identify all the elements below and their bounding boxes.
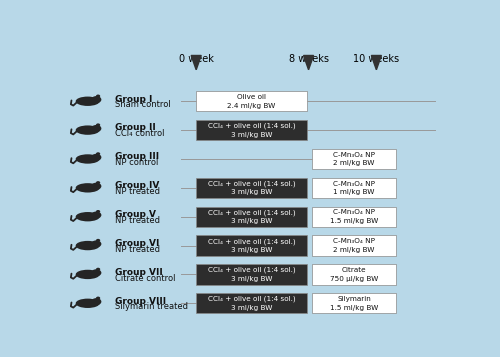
FancyBboxPatch shape [196, 293, 306, 313]
Circle shape [92, 183, 102, 190]
Text: Citrate control: Citrate control [115, 273, 176, 282]
Text: Group V: Group V [115, 210, 156, 219]
Text: CCl₄ + olive oil (1:4 sol.)
3 ml/kg BW: CCl₄ + olive oil (1:4 sol.) 3 ml/kg BW [208, 296, 295, 311]
Circle shape [92, 125, 102, 132]
Circle shape [96, 210, 100, 213]
Text: Group IV: Group IV [115, 181, 159, 190]
Text: Olive oil
2.4 ml/kg BW: Olive oil 2.4 ml/kg BW [228, 94, 276, 109]
Text: 10 weeks: 10 weeks [354, 54, 400, 64]
FancyBboxPatch shape [196, 207, 306, 227]
Text: CCl₄ + olive oil (1:4 sol.)
3 ml/kg BW: CCl₄ + olive oil (1:4 sol.) 3 ml/kg BW [208, 122, 295, 137]
FancyBboxPatch shape [312, 264, 396, 285]
FancyBboxPatch shape [196, 120, 306, 140]
Text: NP treated: NP treated [115, 245, 160, 253]
Circle shape [92, 269, 102, 276]
Polygon shape [304, 55, 314, 70]
Text: C-Mn₃O₄ NP
2 ml/kg BW: C-Mn₃O₄ NP 2 ml/kg BW [333, 152, 375, 166]
FancyBboxPatch shape [312, 293, 396, 313]
FancyBboxPatch shape [312, 178, 396, 198]
Ellipse shape [76, 125, 100, 135]
Ellipse shape [76, 270, 100, 279]
Circle shape [92, 211, 102, 218]
Polygon shape [191, 55, 201, 70]
FancyBboxPatch shape [196, 178, 306, 198]
Text: CCl₄ + olive oil (1:4 sol.)
3 ml/kg BW: CCl₄ + olive oil (1:4 sol.) 3 ml/kg BW [208, 267, 295, 282]
FancyBboxPatch shape [312, 149, 396, 169]
FancyBboxPatch shape [196, 264, 306, 285]
Text: Citrate
750 µl/kg BW: Citrate 750 µl/kg BW [330, 267, 378, 282]
Text: CCl₄ + olive oil (1:4 sol.)
3 ml/kg BW: CCl₄ + olive oil (1:4 sol.) 3 ml/kg BW [208, 209, 295, 224]
Circle shape [92, 298, 102, 305]
Text: C-Mn₃O₄ NP
1 ml/kg BW: C-Mn₃O₄ NP 1 ml/kg BW [333, 181, 375, 195]
Circle shape [92, 96, 102, 103]
Text: C-Mn₃O₄ NP
1.5 ml/kg BW: C-Mn₃O₄ NP 1.5 ml/kg BW [330, 210, 378, 224]
Text: C-Mn₃O₄ NP
2 ml/kg BW: C-Mn₃O₄ NP 2 ml/kg BW [333, 238, 375, 253]
Circle shape [96, 181, 100, 184]
Circle shape [96, 297, 100, 300]
Text: Group II: Group II [115, 124, 156, 132]
Text: Group I: Group I [115, 95, 152, 104]
Text: 0 week: 0 week [179, 54, 214, 64]
FancyBboxPatch shape [196, 236, 306, 256]
FancyBboxPatch shape [312, 207, 396, 227]
Text: CCl₄ + olive oil (1:4 sol.)
3 ml/kg BW: CCl₄ + olive oil (1:4 sol.) 3 ml/kg BW [208, 238, 295, 253]
Circle shape [92, 154, 102, 161]
Text: NP treated: NP treated [115, 187, 160, 196]
Ellipse shape [76, 183, 100, 192]
Text: Group VIII: Group VIII [115, 297, 166, 306]
Text: CCl₄ + olive oil (1:4 sol.)
3 ml/kg BW: CCl₄ + olive oil (1:4 sol.) 3 ml/kg BW [208, 180, 295, 195]
Polygon shape [372, 55, 382, 70]
Ellipse shape [76, 154, 100, 164]
FancyBboxPatch shape [196, 91, 306, 111]
Text: Silymarin treated: Silymarin treated [115, 302, 188, 311]
Ellipse shape [76, 241, 100, 250]
Text: Sham control: Sham control [115, 100, 170, 109]
Text: 8 weeks: 8 weeks [288, 54, 329, 64]
Text: Group III: Group III [115, 152, 159, 161]
Text: Silymarin
1.5 ml/kg BW: Silymarin 1.5 ml/kg BW [330, 296, 378, 311]
Text: NP treated: NP treated [115, 216, 160, 225]
Ellipse shape [76, 96, 100, 106]
Text: Group VI: Group VI [115, 239, 159, 248]
FancyBboxPatch shape [312, 236, 396, 256]
Ellipse shape [76, 212, 100, 221]
Circle shape [96, 124, 100, 126]
Circle shape [92, 240, 102, 247]
Circle shape [96, 268, 100, 271]
Text: Group VII: Group VII [115, 268, 162, 277]
Circle shape [96, 239, 100, 242]
Ellipse shape [76, 298, 100, 308]
Circle shape [96, 152, 100, 155]
Circle shape [96, 95, 100, 97]
Text: CCl₄ control: CCl₄ control [115, 129, 164, 138]
Text: NP control: NP control [115, 158, 158, 167]
